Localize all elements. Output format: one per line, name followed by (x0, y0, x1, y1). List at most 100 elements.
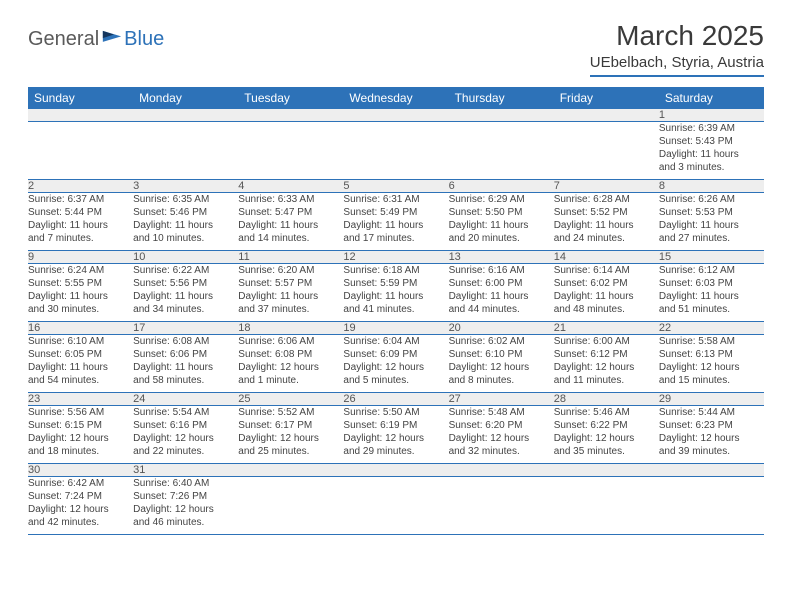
sunrise-text: Sunrise: 5:58 AM (659, 335, 764, 348)
sunset-text: Sunset: 6:06 PM (133, 348, 238, 361)
sunrise-text: Sunrise: 6:33 AM (238, 193, 343, 206)
day-number (238, 464, 343, 477)
day-cell (238, 122, 343, 180)
weekday-header: Monday (133, 87, 238, 109)
sunset-text: Sunset: 5:55 PM (28, 277, 133, 290)
daylight-text: Daylight: 11 hours (449, 290, 554, 303)
daylight-text-2: and 5 minutes. (343, 374, 448, 387)
sunset-text: Sunset: 6:20 PM (449, 419, 554, 432)
day-cell: Sunrise: 6:22 AMSunset: 5:56 PMDaylight:… (133, 264, 238, 322)
day-number (133, 109, 238, 122)
day-number: 29 (659, 393, 764, 406)
sunset-text: Sunset: 5:50 PM (449, 206, 554, 219)
day-cell (554, 122, 659, 180)
day-number: 11 (238, 251, 343, 264)
daylight-text: Daylight: 11 hours (554, 290, 659, 303)
sunrise-text: Sunrise: 6:26 AM (659, 193, 764, 206)
day-cell (133, 122, 238, 180)
day-cell: Sunrise: 6:00 AMSunset: 6:12 PMDaylight:… (554, 335, 659, 393)
day-content-row: Sunrise: 6:37 AMSunset: 5:44 PMDaylight:… (28, 193, 764, 251)
daylight-text: Daylight: 11 hours (659, 219, 764, 232)
day-number (238, 109, 343, 122)
weekday-header-row: Sunday Monday Tuesday Wednesday Thursday… (28, 87, 764, 109)
sunrise-text: Sunrise: 6:04 AM (343, 335, 448, 348)
day-cell: Sunrise: 6:40 AMSunset: 7:26 PMDaylight:… (133, 477, 238, 535)
day-cell (343, 477, 448, 535)
daylight-text: Daylight: 12 hours (238, 432, 343, 445)
day-content-row: Sunrise: 6:24 AMSunset: 5:55 PMDaylight:… (28, 264, 764, 322)
day-number (554, 464, 659, 477)
day-cell: Sunrise: 5:56 AMSunset: 6:15 PMDaylight:… (28, 406, 133, 464)
weekday-header: Wednesday (343, 87, 448, 109)
day-number (659, 464, 764, 477)
day-content-row: Sunrise: 6:10 AMSunset: 6:05 PMDaylight:… (28, 335, 764, 393)
day-number: 10 (133, 251, 238, 264)
day-number: 23 (28, 393, 133, 406)
day-cell: Sunrise: 6:42 AMSunset: 7:24 PMDaylight:… (28, 477, 133, 535)
day-number: 20 (449, 322, 554, 335)
day-cell: Sunrise: 5:52 AMSunset: 6:17 PMDaylight:… (238, 406, 343, 464)
day-number: 14 (554, 251, 659, 264)
sunset-text: Sunset: 5:56 PM (133, 277, 238, 290)
sunrise-text: Sunrise: 6:00 AM (554, 335, 659, 348)
daylight-text: Daylight: 11 hours (554, 219, 659, 232)
day-number: 17 (133, 322, 238, 335)
daylight-text-2: and 18 minutes. (28, 445, 133, 458)
day-cell (554, 477, 659, 535)
day-cell: Sunrise: 5:48 AMSunset: 6:20 PMDaylight:… (449, 406, 554, 464)
daylight-text-2: and 37 minutes. (238, 303, 343, 316)
day-number (343, 109, 448, 122)
daylight-text-2: and 54 minutes. (28, 374, 133, 387)
brand-flag-icon (101, 29, 123, 51)
day-number-row: 1 (28, 109, 764, 122)
daylight-text: Daylight: 12 hours (659, 361, 764, 374)
day-number: 28 (554, 393, 659, 406)
day-number-row: 9101112131415 (28, 251, 764, 264)
day-number: 22 (659, 322, 764, 335)
sunset-text: Sunset: 6:22 PM (554, 419, 659, 432)
sunrise-text: Sunrise: 6:39 AM (659, 122, 764, 135)
daylight-text: Daylight: 11 hours (28, 361, 133, 374)
daylight-text-2: and 25 minutes. (238, 445, 343, 458)
day-cell: Sunrise: 6:14 AMSunset: 6:02 PMDaylight:… (554, 264, 659, 322)
sunset-text: Sunset: 5:47 PM (238, 206, 343, 219)
daylight-text: Daylight: 11 hours (238, 290, 343, 303)
sunrise-text: Sunrise: 5:46 AM (554, 406, 659, 419)
day-cell: Sunrise: 6:04 AMSunset: 6:09 PMDaylight:… (343, 335, 448, 393)
daylight-text: Daylight: 11 hours (343, 219, 448, 232)
sunrise-text: Sunrise: 5:48 AM (449, 406, 554, 419)
sunset-text: Sunset: 5:52 PM (554, 206, 659, 219)
brand-blue: Blue (124, 28, 164, 51)
daylight-text: Daylight: 12 hours (28, 503, 133, 516)
day-number: 8 (659, 180, 764, 193)
sunset-text: Sunset: 6:03 PM (659, 277, 764, 290)
brand-logo: General Blue (28, 28, 164, 51)
day-cell: Sunrise: 6:08 AMSunset: 6:06 PMDaylight:… (133, 335, 238, 393)
daylight-text-2: and 44 minutes. (449, 303, 554, 316)
sunset-text: Sunset: 5:57 PM (238, 277, 343, 290)
sunrise-text: Sunrise: 6:06 AM (238, 335, 343, 348)
day-number: 26 (343, 393, 448, 406)
day-number (449, 464, 554, 477)
daylight-text-2: and 7 minutes. (28, 232, 133, 245)
day-number: 27 (449, 393, 554, 406)
daylight-text: Daylight: 11 hours (659, 148, 764, 161)
sunset-text: Sunset: 6:05 PM (28, 348, 133, 361)
day-cell: Sunrise: 5:46 AMSunset: 6:22 PMDaylight:… (554, 406, 659, 464)
daylight-text-2: and 22 minutes. (133, 445, 238, 458)
day-number: 15 (659, 251, 764, 264)
sunset-text: Sunset: 6:23 PM (659, 419, 764, 432)
day-number-row: 3031 (28, 464, 764, 477)
sunset-text: Sunset: 5:49 PM (343, 206, 448, 219)
daylight-text-2: and 15 minutes. (659, 374, 764, 387)
day-number: 12 (343, 251, 448, 264)
day-content-row: Sunrise: 6:39 AMSunset: 5:43 PMDaylight:… (28, 122, 764, 180)
daylight-text-2: and 35 minutes. (554, 445, 659, 458)
sunset-text: Sunset: 6:12 PM (554, 348, 659, 361)
location-subtitle: UEbelbach, Styria, Austria (590, 54, 764, 77)
daylight-text-2: and 24 minutes. (554, 232, 659, 245)
day-number: 6 (449, 180, 554, 193)
daylight-text: Daylight: 12 hours (554, 361, 659, 374)
day-number-row: 2345678 (28, 180, 764, 193)
day-cell: Sunrise: 6:06 AMSunset: 6:08 PMDaylight:… (238, 335, 343, 393)
